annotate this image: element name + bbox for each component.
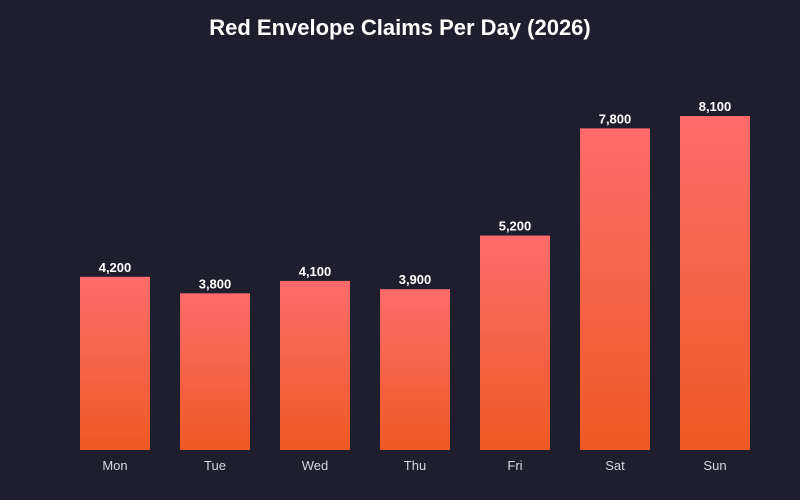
value-label-tue: 3,800 xyxy=(199,276,232,291)
x-tick-label-mon: Mon xyxy=(102,458,127,473)
value-labels-group: 4,200 3,800 4,100 3,900 5,200 7,800 8,100 xyxy=(99,99,732,291)
x-tick-label-fri: Fri xyxy=(507,458,522,473)
bar-sun xyxy=(680,116,750,450)
bars-group xyxy=(80,116,750,451)
bar-fri xyxy=(480,235,550,450)
bar-thu xyxy=(380,289,450,450)
x-tick-label-sun: Sun xyxy=(703,458,726,473)
chart-title: Red Envelope Claims Per Day (2026) xyxy=(209,15,591,40)
value-label-mon: 4,200 xyxy=(99,260,132,275)
x-tick-label-sat: Sat xyxy=(605,458,625,473)
value-label-wed: 4,100 xyxy=(299,264,332,279)
x-axis-tick-labels: Mon Tue Wed Thu Fri Sat Sun xyxy=(102,458,726,473)
x-tick-label-tue: Tue xyxy=(204,458,226,473)
bar-sat xyxy=(580,128,650,451)
bar-mon xyxy=(80,276,150,450)
value-label-sun: 8,100 xyxy=(699,99,732,114)
bar-tue xyxy=(180,293,250,450)
bar-wed xyxy=(280,280,350,450)
x-tick-label-wed: Wed xyxy=(302,458,329,473)
x-tick-label-thu: Thu xyxy=(404,458,426,473)
value-label-sat: 7,800 xyxy=(599,111,632,126)
value-label-thu: 3,900 xyxy=(399,272,432,287)
value-label-fri: 5,200 xyxy=(499,219,532,234)
